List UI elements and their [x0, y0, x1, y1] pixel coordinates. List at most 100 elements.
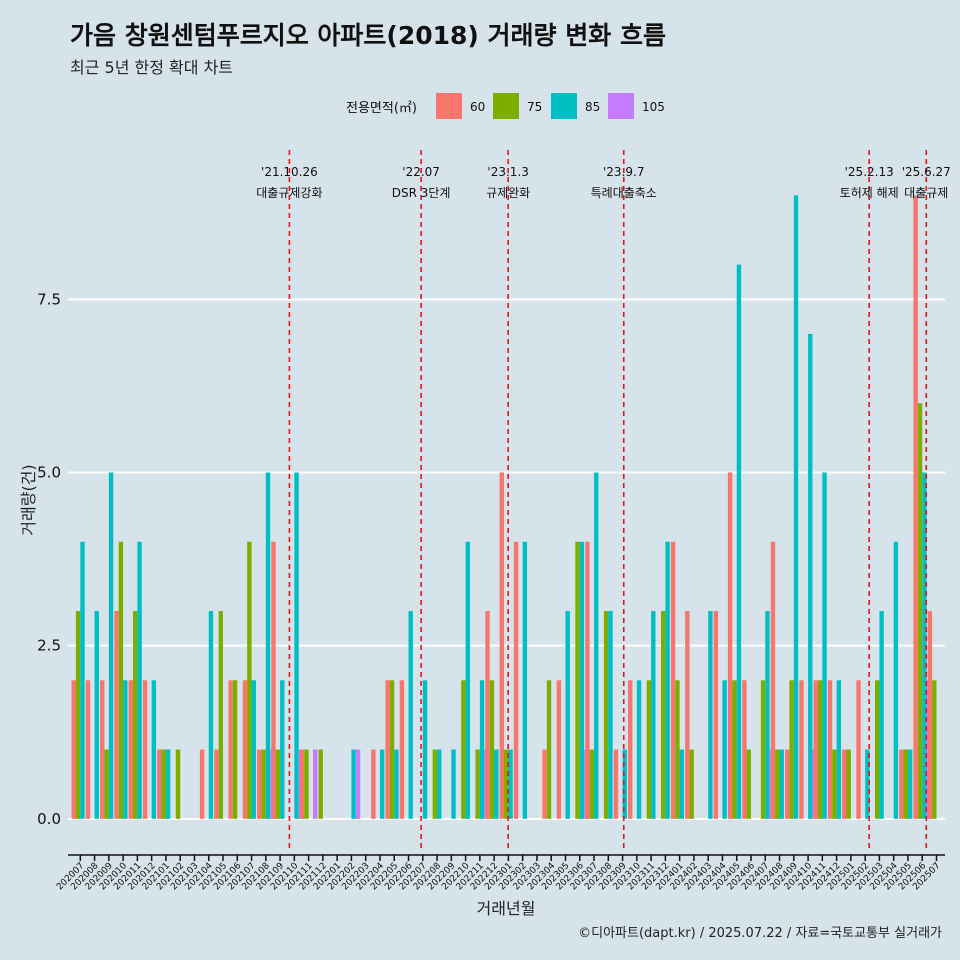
bar-60-202205	[385, 680, 390, 819]
bar-75-202109	[275, 749, 281, 819]
bar-85-202410	[808, 333, 813, 819]
bar-60-202408	[770, 541, 776, 819]
legend-label-105: 105	[642, 100, 665, 114]
bar-85-202210	[465, 541, 470, 819]
bar-75-202503	[875, 680, 880, 819]
legend-label-75: 75	[527, 100, 542, 114]
bar-85-202302	[522, 541, 528, 819]
bar-85-202310	[636, 680, 642, 819]
bar-75-202412	[832, 749, 837, 819]
event-name-label: 대출규제강화	[256, 186, 322, 200]
bar-85-202308	[608, 611, 613, 819]
bar-75-202009	[104, 749, 109, 819]
bar-85-202009	[108, 472, 114, 819]
event-name-label: 대출규제	[904, 186, 948, 200]
bar-60-202507	[927, 611, 933, 819]
event-date-label: '23.9.7	[603, 165, 644, 179]
bar-85-202407	[765, 611, 770, 819]
event-date-label: '22.07	[402, 165, 440, 179]
bar-60-202304	[542, 749, 547, 819]
bar-75-202304	[546, 680, 552, 819]
bar-85-202108	[265, 472, 271, 819]
bar-105-202111	[313, 749, 318, 819]
bar-75-202011	[132, 611, 138, 819]
legend: 전용면적(㎡) 60 75 85 105	[346, 93, 665, 119]
event-date-label: '21.10.26	[261, 165, 318, 179]
y-axis-title: 거래량(건)	[19, 464, 38, 535]
event-name-label: 특례대출축소	[591, 186, 657, 200]
bar-75-202010	[118, 541, 124, 819]
bar-60-202301	[499, 472, 504, 819]
bar-75-202405	[732, 680, 737, 819]
y-tick-label: 7.5	[37, 290, 61, 308]
bar-85-202110	[294, 472, 299, 819]
y-tick-label: 2.5	[37, 637, 61, 655]
bar-60-202310	[628, 680, 633, 819]
bar-60-202107	[242, 680, 248, 819]
bar-85-202504	[893, 541, 899, 819]
bar-85-202007	[80, 541, 85, 819]
bar-60-202008	[85, 680, 91, 819]
bar-60-202305	[556, 680, 562, 819]
bar-75-202308	[603, 611, 609, 819]
bar-60-202309	[613, 749, 619, 819]
bar-85-202010	[123, 680, 128, 819]
bar-60-202010	[114, 611, 119, 819]
bar-85-202012	[151, 680, 157, 819]
bar-60-202009	[100, 680, 105, 819]
bar-75-202102	[175, 749, 181, 819]
bar-75-202406	[746, 749, 751, 819]
axes: 0.02.55.07.52020072020082020092020102020…	[19, 290, 945, 918]
bar-60-202011	[128, 680, 133, 819]
bar-75-202107	[247, 541, 252, 819]
source-caption: ©디아파트(dapt.kr) / 2025.07.22 / 자료=국토교통부 실…	[578, 926, 942, 941]
bar-60-202502	[856, 680, 861, 819]
bar-60-202105	[214, 749, 219, 819]
bar-75-202108	[261, 749, 266, 819]
event-name-label: 토허제 해제	[840, 186, 899, 200]
bars	[71, 195, 937, 819]
bar-60-202007	[71, 680, 76, 819]
y-tick-label: 5.0	[37, 463, 61, 481]
bar-85-202408	[779, 749, 784, 819]
bar-85-202107	[251, 680, 256, 819]
bar-75-202205	[389, 680, 395, 819]
bar-85-202212	[494, 749, 499, 819]
bar-85-202101	[165, 749, 171, 819]
bar-85-202211	[479, 680, 485, 819]
bar-75-202401	[675, 680, 680, 819]
bar-75-202301	[504, 749, 509, 819]
bar-75-202211	[475, 749, 480, 819]
bar-60-202204	[371, 749, 376, 819]
x-axis-title: 거래년월	[477, 899, 536, 918]
bar-60-202101	[157, 749, 162, 819]
bar-75-202210	[461, 680, 466, 819]
bar-60-202404	[713, 611, 719, 819]
legend-label-85: 85	[585, 100, 600, 114]
bar-75-202507	[932, 680, 937, 819]
bar-60-202505	[899, 749, 904, 819]
bar-60-202406	[742, 680, 747, 819]
legend-swatch-85	[551, 93, 577, 119]
bar-85-202412	[836, 680, 842, 819]
bar-75-202111	[304, 749, 309, 819]
bar-75-202101	[161, 749, 166, 819]
bar-75-202408	[775, 749, 780, 819]
bar-75-202411	[817, 680, 823, 819]
event-date-label: '25.6.27	[902, 165, 951, 179]
bar-75-202105	[218, 611, 223, 819]
bar-85-202312	[665, 541, 670, 819]
y-tick-label: 0.0	[37, 810, 61, 828]
bar-60-202206	[399, 680, 405, 819]
bar-85-202205	[394, 749, 399, 819]
legend-swatch-105	[608, 93, 634, 119]
bar-85-202307	[594, 472, 599, 819]
bar-85-202207	[422, 680, 428, 819]
bar-75-202212	[489, 680, 495, 819]
bar-85-202008	[94, 611, 99, 819]
bar-60-202410	[799, 680, 804, 819]
bar-75-202306	[575, 541, 580, 819]
event-lines: '21.10.26 대출규제강화 '22.07 DSR 3단계 '23.1.3 규제완화 '…	[256, 150, 951, 850]
bar-60-202109	[271, 541, 276, 819]
